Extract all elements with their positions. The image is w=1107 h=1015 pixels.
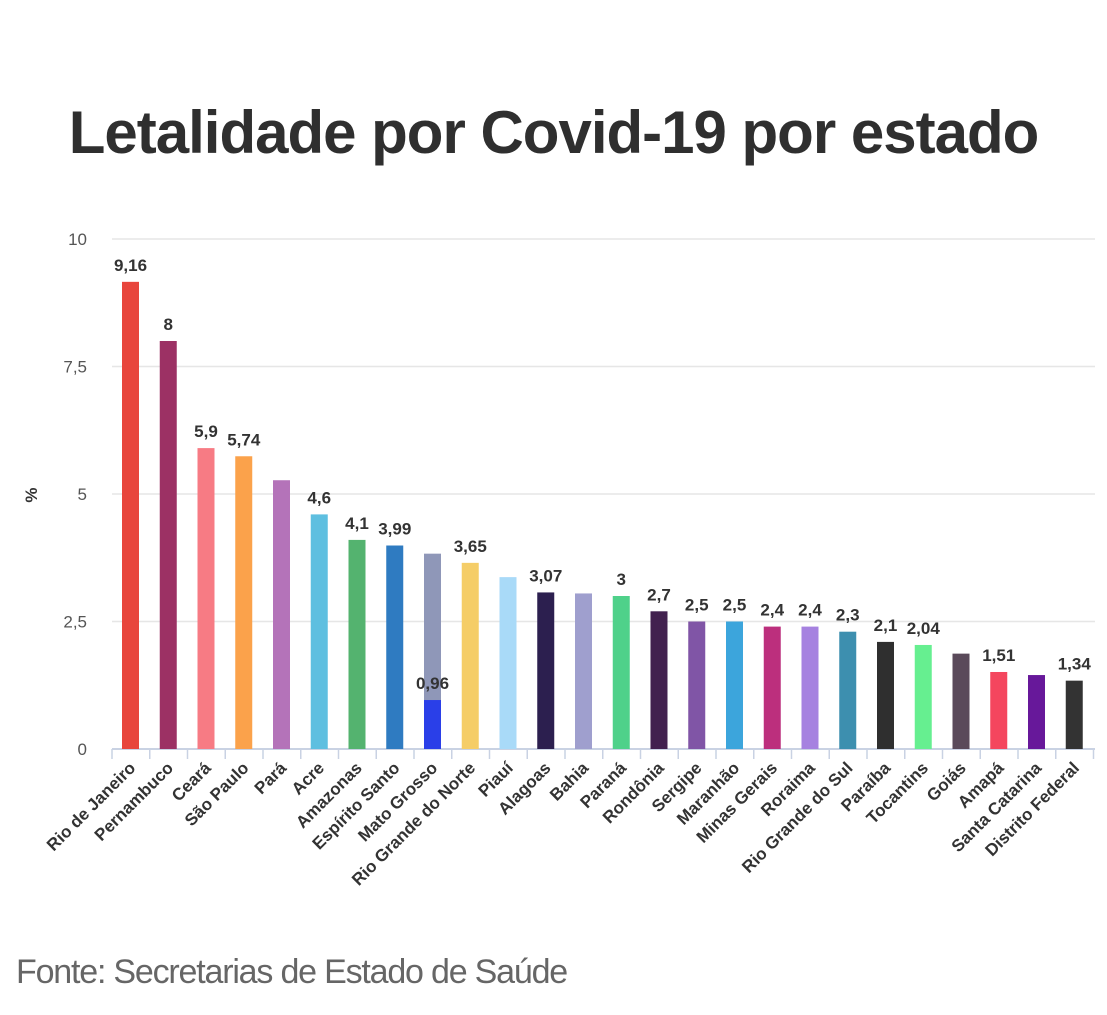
bar xyxy=(877,641,894,749)
data-label: 2,3 xyxy=(836,606,860,625)
y-tick-label: 7,5 xyxy=(63,358,87,377)
data-label: 5,9 xyxy=(194,422,218,441)
bar-chart: 0 2,5 5 7,5 10 9,16 8 5,9 5,74 4,6 4,1 3,99 3,65 3,0… xyxy=(22,230,1095,889)
y-axis-title: % xyxy=(22,487,41,502)
bar xyxy=(386,545,404,749)
bar xyxy=(1065,680,1083,749)
bar xyxy=(122,281,139,749)
data-label: 2,4 xyxy=(798,601,822,620)
data-label: 5,74 xyxy=(227,430,261,449)
y-tick-label: 10 xyxy=(68,230,87,249)
bar xyxy=(763,626,781,749)
data-label: 2,04 xyxy=(907,619,941,638)
bar xyxy=(650,611,668,749)
data-label: 2,5 xyxy=(723,596,747,615)
bar xyxy=(914,644,932,749)
bar xyxy=(499,577,517,749)
data-label: 1,34 xyxy=(1058,655,1092,674)
bar xyxy=(801,626,819,749)
bars xyxy=(122,281,1083,749)
y-tick-label: 2,5 xyxy=(63,613,87,632)
data-label: 3 xyxy=(617,570,626,589)
y-tick-label: 5 xyxy=(78,485,87,504)
data-label: 4,6 xyxy=(307,488,331,507)
bar xyxy=(839,631,857,749)
source-note: Fonte: Secretarias de Estado de Saúde xyxy=(16,953,568,991)
bar xyxy=(310,514,328,749)
bar xyxy=(1028,675,1045,749)
y-axis-ticks: 0 2,5 5 7,5 10 xyxy=(63,230,87,759)
y-tick-label: 0 xyxy=(78,740,87,759)
bar xyxy=(688,621,706,749)
chart-title: Letalidade por Covid-19 por estado xyxy=(68,99,1040,166)
data-label: 2,1 xyxy=(874,616,898,635)
bar xyxy=(159,341,177,749)
data-label: 9,16 xyxy=(114,256,147,275)
bar xyxy=(348,539,366,749)
data-label: 2,5 xyxy=(685,596,709,615)
bar xyxy=(952,653,970,749)
bar xyxy=(235,456,253,749)
data-label: 2,4 xyxy=(760,601,784,620)
grid-lines xyxy=(111,238,1095,759)
bar xyxy=(575,593,592,749)
data-label: 0,96 xyxy=(416,674,449,693)
data-label: 8 xyxy=(164,315,173,334)
data-label: 4,1 xyxy=(345,514,369,533)
bar xyxy=(197,448,215,749)
data-label: 2,7 xyxy=(647,585,671,604)
bar xyxy=(273,480,290,749)
bar xyxy=(990,671,1008,749)
bar xyxy=(461,562,479,749)
data-label: 1,51 xyxy=(982,646,1015,665)
data-labels: 9,16 8 5,9 5,74 4,6 4,1 3,99 3,65 3,07 3 2,7 2,5 2,5… xyxy=(114,256,1091,693)
x-tick-label: Pará xyxy=(251,758,291,798)
data-label: 3,99 xyxy=(378,520,411,539)
bar xyxy=(537,592,555,749)
bar xyxy=(726,621,743,749)
data-label: 3,07 xyxy=(529,566,562,585)
bar xyxy=(612,596,630,749)
bar xyxy=(424,700,441,749)
data-label: 3,65 xyxy=(454,537,487,556)
